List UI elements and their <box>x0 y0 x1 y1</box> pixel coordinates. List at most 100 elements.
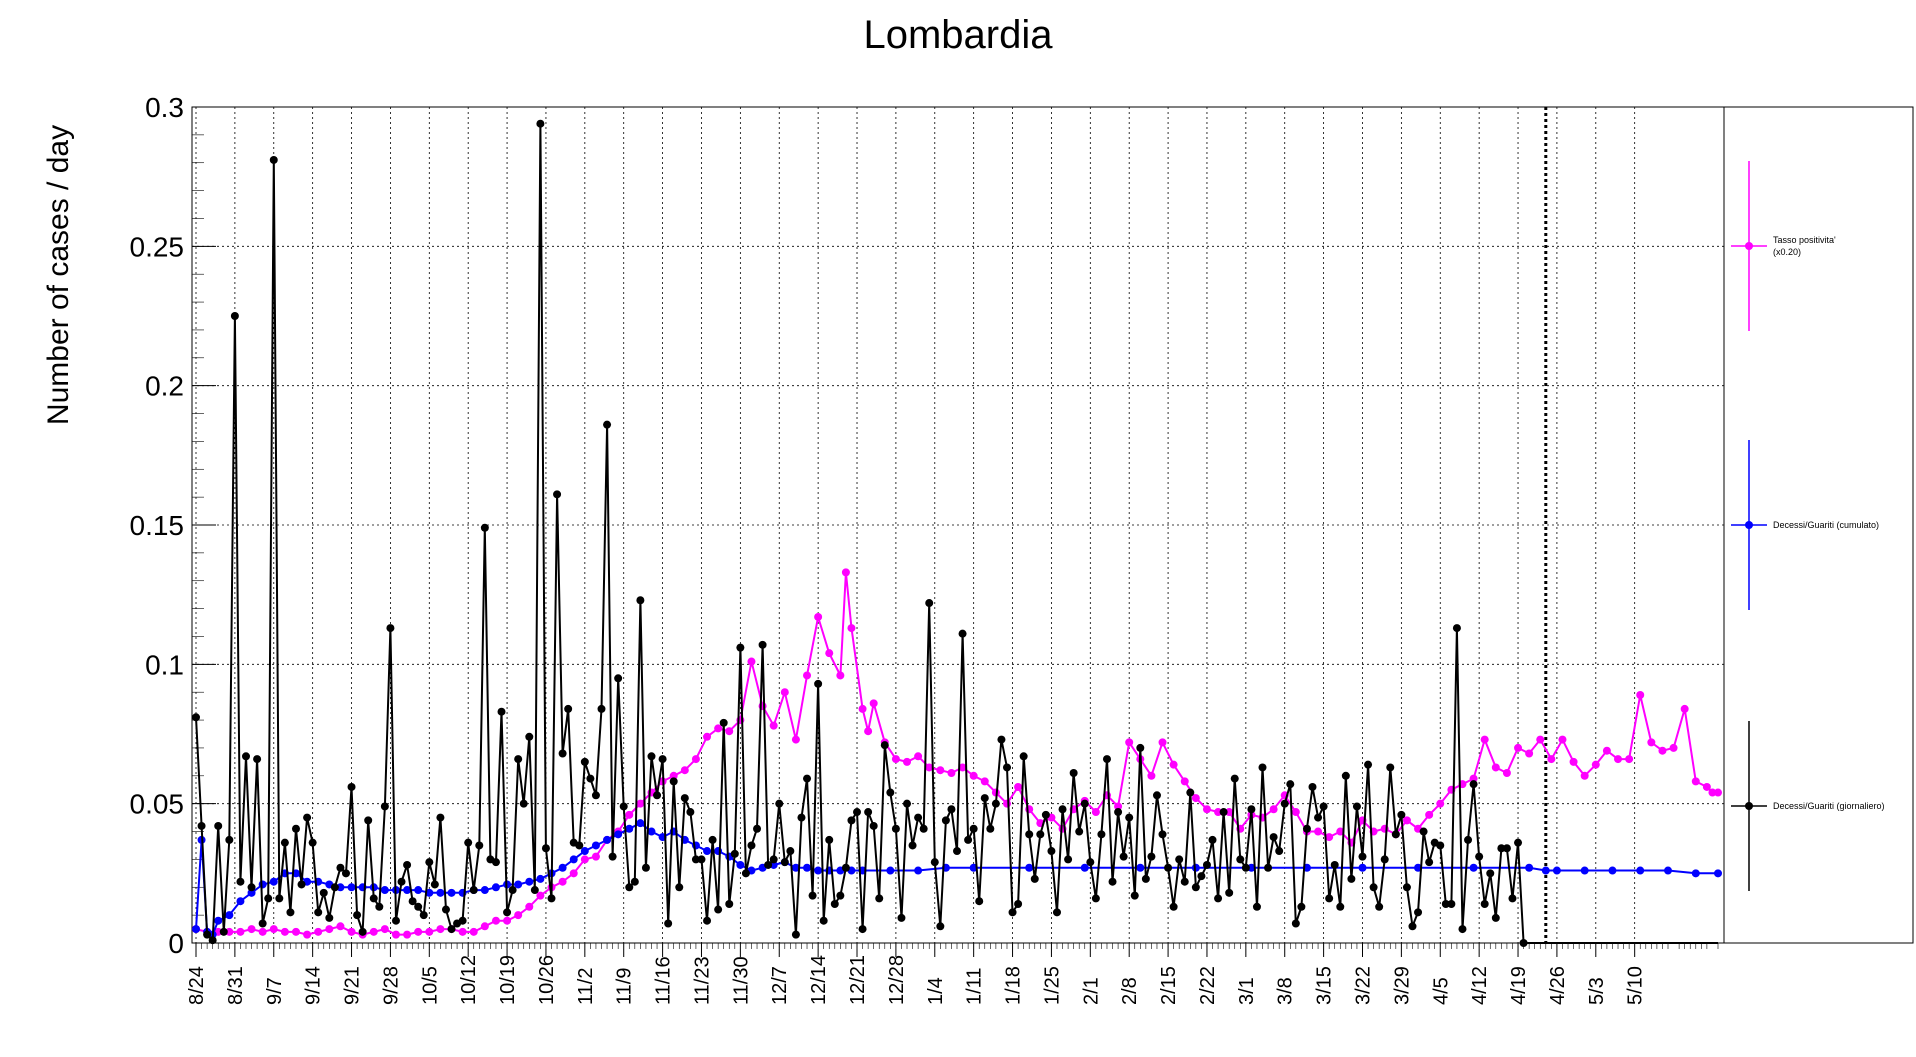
data-point <box>664 919 673 928</box>
data-point <box>1336 902 1345 911</box>
data-point <box>1452 624 1461 633</box>
x-tick-label: 3/8 <box>1275 977 1297 1005</box>
data-point <box>1414 908 1423 917</box>
data-point <box>953 847 961 856</box>
data-point <box>797 813 806 822</box>
data-point <box>814 866 823 875</box>
data-point <box>269 877 278 886</box>
data-point <box>247 883 256 892</box>
data-point <box>1114 802 1123 811</box>
data-point <box>1447 899 1456 908</box>
plot-series <box>192 119 1722 947</box>
data-point <box>691 855 700 864</box>
data-point <box>1691 869 1700 878</box>
data-point <box>1269 833 1278 842</box>
x-tick-label: 11/2 <box>575 968 597 1005</box>
x-tick-label: 11/23 <box>691 956 713 1005</box>
data-point <box>1202 805 1211 814</box>
data-point <box>1158 738 1167 747</box>
data-point <box>1286 780 1295 789</box>
data-point <box>514 880 523 889</box>
data-point <box>764 860 773 869</box>
data-point <box>880 741 889 750</box>
data-point <box>1525 749 1534 758</box>
data-point <box>380 925 389 934</box>
data-point <box>1402 816 1411 825</box>
data-point <box>297 880 306 889</box>
data-point <box>1180 777 1189 786</box>
data-point <box>1241 863 1250 872</box>
data-point <box>1214 894 1223 903</box>
data-point <box>1380 855 1389 864</box>
legend-label: (x0.20) <box>1773 247 1801 257</box>
x-tick-label: 11/9 <box>614 968 636 1005</box>
data-point <box>430 880 439 889</box>
data-point <box>1408 922 1417 931</box>
data-point <box>636 799 645 808</box>
data-point <box>264 894 273 903</box>
data-point <box>1508 894 1517 903</box>
data-point <box>575 841 584 850</box>
data-point <box>853 808 862 817</box>
data-point <box>291 927 300 936</box>
data-point <box>569 869 578 878</box>
data-point <box>1502 769 1511 778</box>
x-tick-label: 9/7 <box>264 977 286 1005</box>
x-tick-label: 12/7 <box>769 966 791 1005</box>
data-point <box>314 908 323 917</box>
data-point <box>1514 838 1523 847</box>
data-point <box>903 757 912 766</box>
data-point <box>364 816 373 825</box>
data-point <box>1002 763 1011 772</box>
data-point <box>1014 899 1023 908</box>
x-tick-label: 4/26 <box>1547 966 1569 1005</box>
data-point <box>192 925 200 934</box>
data-point <box>1580 866 1589 875</box>
data-point <box>358 927 367 936</box>
data-point <box>791 863 800 872</box>
data-point <box>1236 855 1245 864</box>
data-point <box>753 824 762 833</box>
data-point <box>425 888 434 897</box>
data-point <box>503 916 512 925</box>
x-tick-label: 10/12 <box>458 955 480 1005</box>
data-point <box>919 824 928 833</box>
data-point <box>480 523 489 532</box>
data-point <box>886 788 895 797</box>
data-point <box>219 927 228 936</box>
data-point <box>1658 746 1667 755</box>
data-point <box>658 755 667 764</box>
legend: Tasso positivita' (x0.20) Decessi/Guariti … <box>1723 106 1914 944</box>
data-point <box>1691 777 1700 786</box>
x-tick-label: 4/5 <box>1430 977 1452 1005</box>
data-point <box>514 755 523 764</box>
data-point <box>1125 813 1134 822</box>
data-point <box>1714 869 1722 878</box>
data-point <box>1636 690 1645 699</box>
data-point <box>908 841 917 850</box>
data-point <box>758 640 767 649</box>
data-point <box>703 732 712 741</box>
data-point <box>1541 866 1550 875</box>
data-point <box>769 860 778 869</box>
data-point <box>514 911 523 920</box>
data-point <box>347 883 356 892</box>
data-point <box>825 835 834 844</box>
data-point <box>1669 743 1678 752</box>
legend-label: Decessi/Guariti (giornaliero) <box>1773 801 1885 811</box>
data-point <box>1036 830 1045 839</box>
data-point <box>847 624 856 633</box>
data-point <box>769 855 778 864</box>
series-line <box>195 123 1718 944</box>
data-point <box>391 916 400 925</box>
data-point <box>519 799 528 808</box>
data-point <box>1191 883 1200 892</box>
data-point <box>291 824 300 833</box>
data-point <box>1041 810 1050 819</box>
data-point <box>1152 791 1161 800</box>
data-point <box>803 774 812 783</box>
x-tick-label: 9/28 <box>380 966 402 1005</box>
data-point <box>925 599 934 608</box>
data-point <box>280 927 289 936</box>
data-point <box>208 936 217 945</box>
